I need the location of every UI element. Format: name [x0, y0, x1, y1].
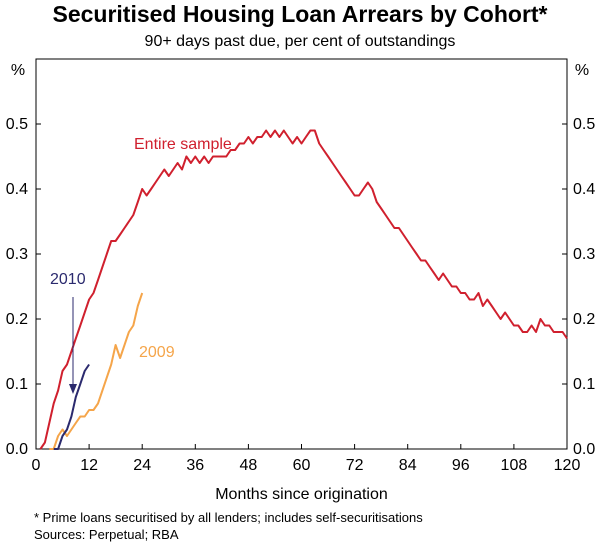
x-tick-label: 108 [501, 457, 528, 474]
y-tick-label-right: 0.2 [573, 311, 595, 328]
y-axis-unit-left: % [11, 62, 25, 79]
label-entire-sample: Entire sample [134, 136, 232, 153]
y-axis-unit-right: % [575, 62, 589, 79]
y-tick-label-right: 0.4 [573, 181, 595, 198]
y-tick-label-right: 0.5 [573, 116, 595, 133]
y-tick-label-left: 0.3 [6, 246, 28, 263]
y-tick-label-right: 0.3 [573, 246, 595, 263]
footnote: * Prime loans securitised by all lenders… [34, 510, 423, 525]
y-tick-label-right: 0.1 [573, 376, 595, 393]
label-2010: 2010 [50, 271, 86, 288]
y-tick-label-left: 0.0 [6, 441, 28, 458]
x-tick-label: 72 [346, 457, 364, 474]
x-tick-label: 60 [293, 457, 311, 474]
y-tick-label-right: 0.0 [573, 441, 595, 458]
y-tick-label-left: 0.1 [6, 376, 28, 393]
x-axis-label: Months since origination [215, 486, 388, 503]
x-tick-label: 24 [133, 457, 151, 474]
arrow-2010-head [69, 384, 77, 394]
x-tick-label: 84 [399, 457, 417, 474]
label-2009: 2009 [139, 344, 175, 361]
y-tick-label-left: 0.2 [6, 311, 28, 328]
sources-note: Sources: Perpetual; RBA [34, 527, 179, 542]
x-tick-label: 0 [32, 457, 41, 474]
x-tick-label: 96 [452, 457, 470, 474]
chart-title: Securitised Housing Loan Arrears by Coho… [52, 1, 548, 27]
entire-sample-line [39, 129, 568, 450]
x-tick-label: 36 [186, 457, 204, 474]
cohort-2010-line [53, 363, 90, 450]
plot-frame [35, 58, 568, 450]
y-tick-label-left: 0.4 [6, 181, 28, 198]
y-tick-label-left: 0.5 [6, 116, 28, 133]
x-tick-label: 120 [554, 457, 581, 474]
x-tick-label: 48 [240, 457, 258, 474]
x-tick-label: 12 [80, 457, 98, 474]
chart-subtitle: 90+ days past due, per cent of outstandi… [144, 33, 456, 50]
